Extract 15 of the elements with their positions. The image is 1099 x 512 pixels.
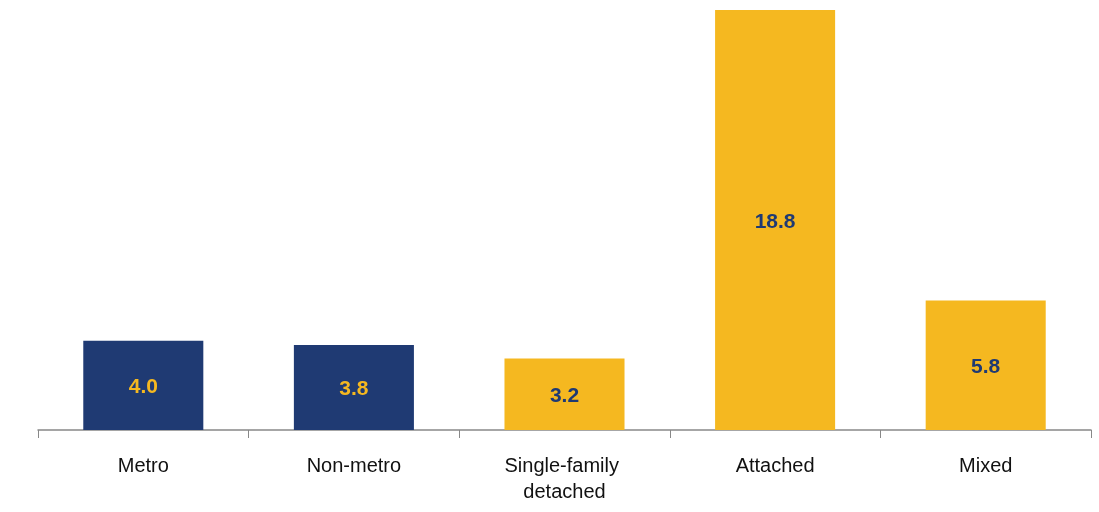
data-label: 4.0 [128, 373, 158, 397]
data-label: 3.8 [339, 376, 369, 400]
data-label: 5.8 [971, 353, 1001, 377]
x-tick-label: Single-family detached [504, 454, 625, 502]
x-tick-label: Attached [735, 454, 815, 476]
x-tick-label: Mixed [959, 454, 1013, 476]
x-tick-label: Metro [117, 454, 169, 476]
bar [504, 358, 625, 430]
bar [715, 10, 836, 430]
x-tick-label: Non-metro [306, 454, 402, 476]
data-label: 3.2 [549, 382, 580, 406]
bar [83, 340, 204, 430]
bar [293, 345, 414, 430]
bar [925, 300, 1046, 430]
data-label: 18.8 [754, 208, 796, 232]
